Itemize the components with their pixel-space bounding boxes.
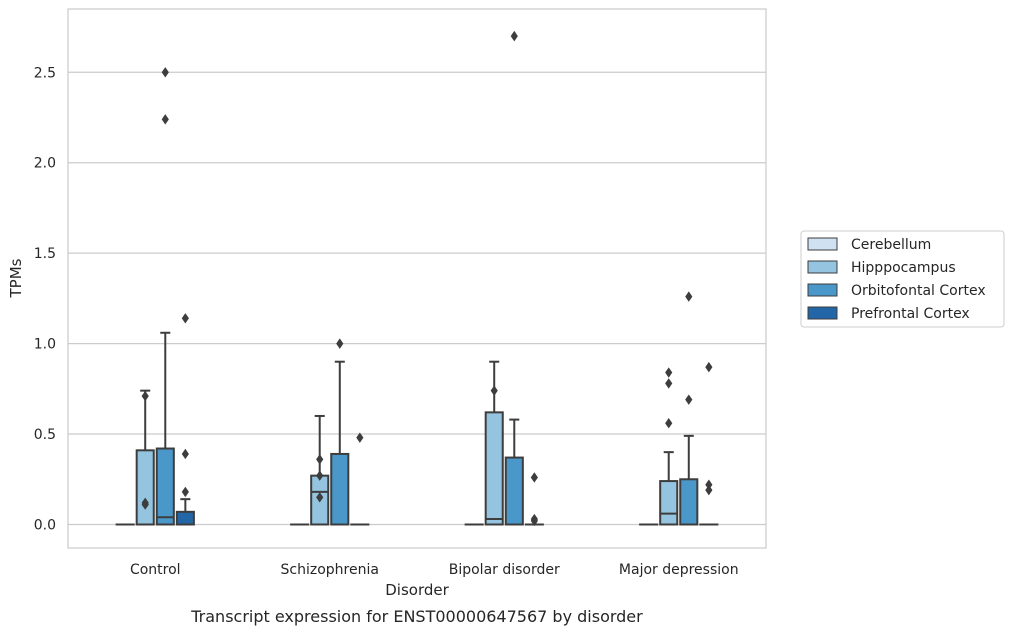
outlier-point	[316, 492, 324, 503]
legend-entry-label: Orbitofontal Cortex	[851, 283, 986, 299]
outlier-point	[336, 338, 344, 349]
y-axis-ticks: 0.0 0.5 1.0 1.5 2.0 2.5	[34, 65, 56, 533]
plot-frame	[67, 8, 767, 549]
outlier-point	[510, 30, 518, 42]
x-axis-ticks: Control Schizophrenia Bipolar disorder Majo…	[130, 562, 739, 578]
outlier-point	[705, 484, 713, 496]
box-series	[115, 30, 719, 527]
outlier-point	[490, 385, 498, 396]
legend-swatch	[807, 306, 838, 320]
outlier-point	[530, 472, 538, 483]
x-tick-label: Schizophrenia	[281, 562, 379, 578]
outlier-point	[161, 114, 169, 125]
chart-caption: Transcript expression for ENST0000064756…	[190, 607, 643, 626]
box-group	[135, 389, 155, 526]
box	[175, 510, 195, 526]
legend-swatch	[807, 237, 838, 251]
box-group	[659, 367, 679, 526]
outlier-point	[685, 291, 693, 302]
outlier-point	[665, 378, 673, 389]
outlier-point	[356, 432, 364, 443]
legend-entry-label: Cerebellum	[851, 237, 931, 253]
outlier-point	[141, 390, 149, 402]
box-group	[155, 67, 175, 526]
box	[155, 447, 175, 526]
x-axis-title: Disorder	[385, 581, 449, 599]
legend-frame	[800, 230, 1005, 328]
outlier-point	[530, 515, 538, 527]
box-group	[175, 313, 195, 526]
box-group	[504, 30, 524, 526]
y-tick-label: 2.0	[34, 156, 56, 172]
box	[504, 456, 524, 526]
outlier-point	[665, 417, 673, 429]
box-group	[484, 360, 504, 526]
outlier-point	[181, 486, 189, 498]
outlier-point	[705, 479, 713, 490]
box	[484, 411, 504, 526]
outlier-point	[316, 470, 324, 481]
outlier-point	[161, 67, 169, 78]
y-tick-label: 0.0	[34, 517, 56, 533]
outlier-point	[685, 394, 693, 405]
box	[330, 452, 350, 526]
box-group	[350, 432, 370, 526]
outlier-point	[141, 499, 149, 510]
legend-swatch	[807, 260, 838, 274]
y-tick-label: 2.5	[34, 65, 56, 81]
legend-entry-label: Prefrontal Cortex	[851, 306, 970, 322]
box-group	[699, 361, 719, 526]
y-axis-title: TPMs	[7, 258, 25, 298]
y-tick-label: 0.5	[34, 427, 56, 443]
x-tick-label: Major depression	[619, 562, 739, 578]
x-tick-label: Control	[130, 562, 181, 578]
outlier-point	[316, 454, 324, 465]
y-tick-label: 1.0	[34, 337, 56, 353]
box-group	[524, 472, 544, 527]
outlier-point	[665, 367, 673, 378]
legend-swatch	[807, 283, 838, 297]
outlier-point	[181, 448, 189, 460]
plot-background	[68, 9, 766, 548]
box	[659, 480, 679, 526]
legend: Cerebellum Hipppocampus Orbitofontal Corte…	[800, 230, 1005, 328]
y-tick-label: 1.5	[34, 246, 56, 262]
outlier-point	[705, 361, 713, 373]
x-tick-label: Bipolar disorder	[449, 562, 560, 578]
box	[679, 478, 699, 526]
box	[135, 449, 155, 526]
box-group	[330, 338, 350, 526]
legend-entry-label: Hipppocampus	[851, 260, 956, 276]
box-group	[310, 414, 330, 526]
box-group	[679, 291, 699, 526]
outlier-point	[181, 313, 189, 324]
